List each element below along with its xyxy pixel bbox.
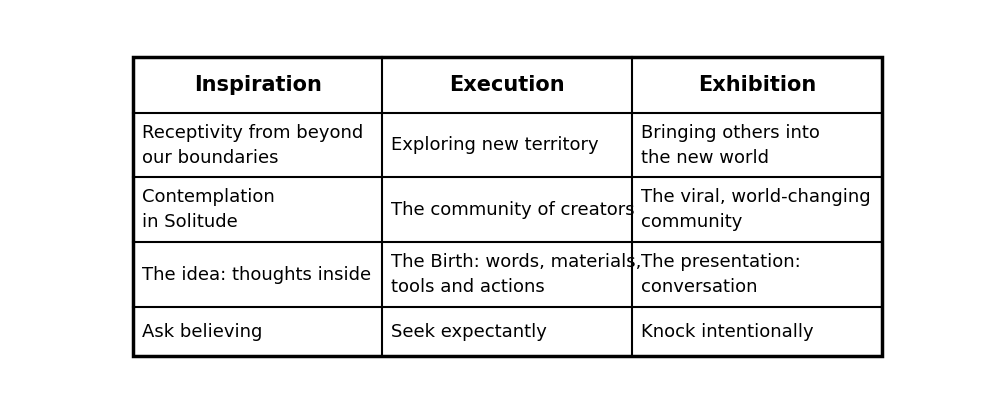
Text: Inspiration: Inspiration (194, 75, 322, 95)
Text: The community of creators: The community of creators (391, 201, 635, 219)
Text: Bringing others into
the new world: Bringing others into the new world (642, 124, 821, 166)
Text: Exploring new territory: Exploring new territory (391, 136, 599, 154)
Text: Execution: Execution (449, 75, 565, 95)
Text: Ask believing: Ask believing (142, 323, 262, 341)
Text: Knock intentionally: Knock intentionally (642, 323, 814, 341)
Text: Receptivity from beyond
our boundaries: Receptivity from beyond our boundaries (142, 124, 363, 166)
Text: Contemplation
in Solitude: Contemplation in Solitude (142, 188, 274, 231)
Text: Seek expectantly: Seek expectantly (391, 323, 547, 341)
Text: The viral, world-changing
community: The viral, world-changing community (642, 188, 871, 231)
Text: The idea: thoughts inside: The idea: thoughts inside (142, 266, 371, 284)
Text: The Birth: words, materials,
tools and actions: The Birth: words, materials, tools and a… (391, 253, 642, 296)
Text: The presentation:
conversation: The presentation: conversation (642, 253, 801, 296)
Text: Exhibition: Exhibition (698, 75, 816, 95)
